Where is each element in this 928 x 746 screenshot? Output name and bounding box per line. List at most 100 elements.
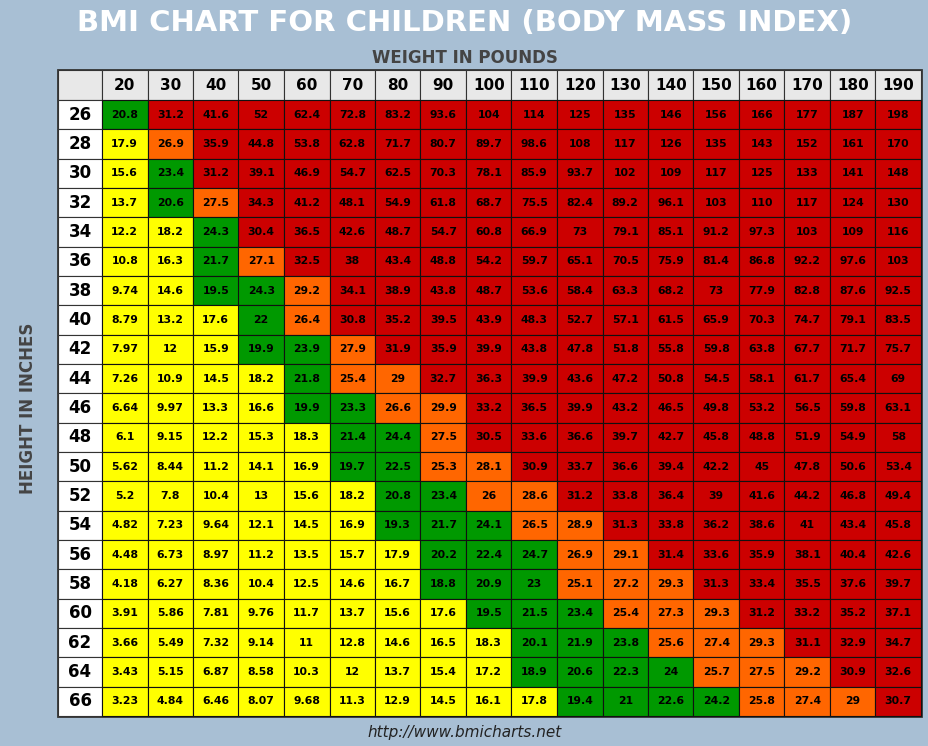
- Text: 48.1: 48.1: [339, 198, 366, 207]
- Text: 42: 42: [69, 340, 92, 358]
- Bar: [466, 159, 511, 188]
- Text: 7.23: 7.23: [157, 520, 184, 530]
- Text: 27.5: 27.5: [430, 433, 457, 442]
- Text: 31.2: 31.2: [157, 110, 184, 119]
- Text: 96.1: 96.1: [657, 198, 683, 207]
- Text: 82.4: 82.4: [566, 198, 593, 207]
- Text: 44: 44: [69, 370, 92, 388]
- Text: 63.3: 63.3: [611, 286, 638, 295]
- Bar: [829, 628, 874, 657]
- Bar: [511, 247, 557, 276]
- Text: 135: 135: [613, 110, 636, 119]
- Bar: [329, 100, 375, 129]
- Text: 9.68: 9.68: [293, 696, 320, 706]
- Bar: [420, 599, 466, 628]
- Bar: [375, 599, 420, 628]
- Text: 6.1: 6.1: [115, 433, 135, 442]
- Bar: [148, 159, 193, 188]
- Text: 28.6: 28.6: [521, 491, 548, 501]
- Bar: [420, 686, 466, 716]
- Text: 22.4: 22.4: [475, 550, 502, 560]
- Text: 50.8: 50.8: [657, 374, 683, 383]
- Text: 93.6: 93.6: [430, 110, 457, 119]
- Bar: [102, 335, 148, 364]
- Bar: [375, 364, 420, 393]
- Text: 21.4: 21.4: [339, 433, 366, 442]
- Bar: [238, 657, 284, 686]
- Bar: [829, 276, 874, 305]
- Text: 14.6: 14.6: [157, 286, 184, 295]
- Bar: [58, 686, 102, 716]
- Bar: [420, 540, 466, 569]
- Text: 8.07: 8.07: [248, 696, 275, 706]
- Text: 41.6: 41.6: [747, 491, 774, 501]
- Text: 20.8: 20.8: [111, 110, 138, 119]
- Text: 40: 40: [69, 311, 92, 329]
- Text: 16.9: 16.9: [293, 462, 320, 471]
- Text: 46.8: 46.8: [838, 491, 865, 501]
- Bar: [557, 423, 602, 452]
- Bar: [102, 100, 148, 129]
- Bar: [738, 159, 783, 188]
- Text: 33.6: 33.6: [520, 433, 548, 442]
- Bar: [783, 129, 829, 159]
- Text: 22.5: 22.5: [384, 462, 411, 471]
- Text: 43.2: 43.2: [611, 403, 638, 413]
- Text: 9.64: 9.64: [202, 520, 229, 530]
- Text: 33.7: 33.7: [565, 462, 593, 471]
- Bar: [148, 276, 193, 305]
- Bar: [420, 159, 466, 188]
- Bar: [693, 423, 738, 452]
- Bar: [829, 247, 874, 276]
- Bar: [329, 393, 375, 423]
- Bar: [58, 335, 102, 364]
- Text: 23.8: 23.8: [612, 638, 638, 648]
- Bar: [148, 305, 193, 335]
- Text: 68.7: 68.7: [475, 198, 502, 207]
- Bar: [738, 335, 783, 364]
- Text: 43.4: 43.4: [838, 520, 866, 530]
- Bar: [193, 217, 238, 247]
- Bar: [874, 159, 920, 188]
- Bar: [874, 217, 920, 247]
- Bar: [148, 188, 193, 217]
- Bar: [329, 599, 375, 628]
- Text: 109: 109: [841, 227, 863, 237]
- Bar: [874, 511, 920, 540]
- Bar: [511, 481, 557, 511]
- Bar: [738, 188, 783, 217]
- Text: 8.36: 8.36: [202, 579, 229, 589]
- Text: 39.5: 39.5: [430, 315, 457, 325]
- Bar: [693, 599, 738, 628]
- Bar: [466, 305, 511, 335]
- Text: http://www.bmicharts.net: http://www.bmicharts.net: [367, 724, 561, 739]
- Text: 48: 48: [69, 428, 92, 446]
- Text: 54.9: 54.9: [838, 433, 865, 442]
- Text: 62.5: 62.5: [384, 169, 411, 178]
- Text: 92.5: 92.5: [883, 286, 910, 295]
- Text: 28: 28: [69, 135, 92, 153]
- Bar: [648, 657, 693, 686]
- Bar: [602, 423, 648, 452]
- Bar: [375, 481, 420, 511]
- Bar: [557, 599, 602, 628]
- Text: 117: 117: [795, 198, 818, 207]
- Text: 28.1: 28.1: [475, 462, 502, 471]
- Bar: [284, 393, 329, 423]
- Text: 161: 161: [841, 139, 863, 149]
- Text: 16.3: 16.3: [157, 257, 184, 266]
- Bar: [511, 70, 557, 100]
- Text: 78.1: 78.1: [475, 169, 502, 178]
- Text: 63.1: 63.1: [883, 403, 910, 413]
- Text: 93.7: 93.7: [566, 169, 593, 178]
- Bar: [648, 511, 693, 540]
- Bar: [557, 159, 602, 188]
- Bar: [874, 305, 920, 335]
- Bar: [238, 686, 284, 716]
- Bar: [102, 481, 148, 511]
- Bar: [420, 481, 466, 511]
- Bar: [148, 452, 193, 481]
- Bar: [193, 100, 238, 129]
- Text: 35.2: 35.2: [384, 315, 411, 325]
- Text: 33.4: 33.4: [747, 579, 775, 589]
